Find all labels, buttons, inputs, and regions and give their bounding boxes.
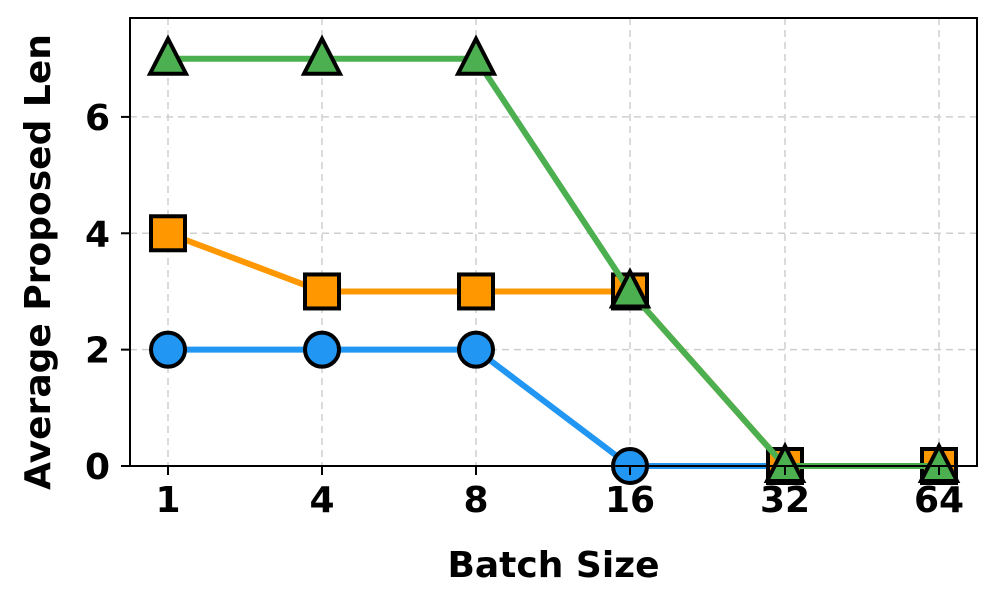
series-line — [168, 346, 939, 469]
series-layer — [146, 34, 961, 485]
y-axis-label: Average Proposed Len — [18, 34, 59, 490]
data-point-triangle — [763, 441, 807, 483]
x-axis-label: Batch Size — [447, 545, 659, 586]
data-point-triangle — [608, 267, 652, 309]
series-triangle — [146, 34, 961, 483]
data-point-triangle — [146, 34, 190, 76]
y-tick-label: 6 — [85, 98, 110, 139]
data-point-square — [149, 214, 187, 253]
x-tick-label: 1 — [155, 480, 180, 521]
x-tick-label: 64 — [914, 480, 964, 521]
grid — [130, 18, 977, 467]
data-point-circle — [303, 330, 341, 369]
plot-frame — [129, 17, 978, 467]
data-point-triangle — [454, 34, 498, 76]
y-tick-label: 2 — [85, 331, 110, 372]
data-point-triangle — [917, 441, 961, 483]
x-tick-label: 16 — [605, 480, 655, 521]
data-point-square — [457, 272, 495, 311]
data-point-circle — [457, 330, 495, 369]
x-tick-label: 4 — [309, 480, 334, 521]
x-tick-label: 32 — [760, 480, 810, 521]
data-point-circle — [149, 330, 187, 369]
y-tick-label: 0 — [85, 447, 110, 488]
data-point-triangle — [300, 34, 344, 76]
x-tick-label: 8 — [463, 480, 488, 521]
y-tick-label: 4 — [85, 214, 110, 255]
data-point-square — [303, 272, 341, 311]
axis-ticks: 1 4 8 16 32 64 0 2 4 6 — [85, 98, 964, 521]
series-circle — [149, 330, 958, 485]
